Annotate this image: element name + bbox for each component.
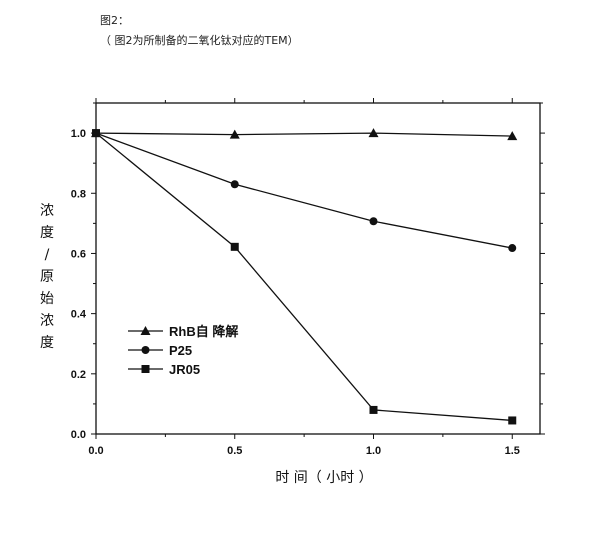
data-point-triangle [229, 129, 240, 139]
y-tick-label: 0.8 [71, 188, 86, 200]
legend-marker-square [141, 365, 150, 373]
data-point-square [92, 129, 100, 138]
figure-caption: （ 图2为所制备的二氧化钛对应的TEM） [100, 34, 299, 47]
data-point-square [508, 416, 517, 425]
y-tick-label: 1.0 [71, 128, 86, 140]
y-axis-label: 浓度/原始浓度 [40, 203, 54, 351]
series-line-circle [95, 132, 513, 249]
data-point-circle [230, 180, 239, 189]
data-point-square [369, 405, 378, 414]
x-tick-label: 1.0 [366, 445, 381, 457]
data-point-circle [369, 217, 378, 226]
series-line-square [95, 132, 513, 422]
legend-marker-circle [141, 346, 150, 354]
y-tick-label: 0.2 [71, 369, 86, 381]
y-tick-label: 0.0 [71, 429, 86, 441]
figure-label: 图2： [100, 14, 129, 27]
data-point-triangle [507, 131, 518, 141]
x-axis-label: 时 间（ 小时 ） [275, 470, 372, 486]
series-line-triangle [95, 132, 513, 137]
x-tick-label: 0.5 [227, 445, 242, 457]
y-tick-label: 0.4 [71, 309, 87, 321]
plot-frame [95, 102, 541, 435]
x-tick-label: 1.5 [505, 445, 520, 457]
data-point-square [230, 242, 239, 251]
legend-marker-triangle [140, 326, 151, 335]
legend-label: JR05 [169, 362, 200, 377]
legend-label: RhB自 降解 [169, 324, 238, 339]
data-point-circle [508, 244, 517, 253]
y-tick-label: 0.6 [71, 248, 86, 260]
x-tick-label: 0.0 [88, 445, 103, 457]
data-point-triangle [368, 128, 379, 138]
legend-label: P25 [169, 343, 192, 358]
